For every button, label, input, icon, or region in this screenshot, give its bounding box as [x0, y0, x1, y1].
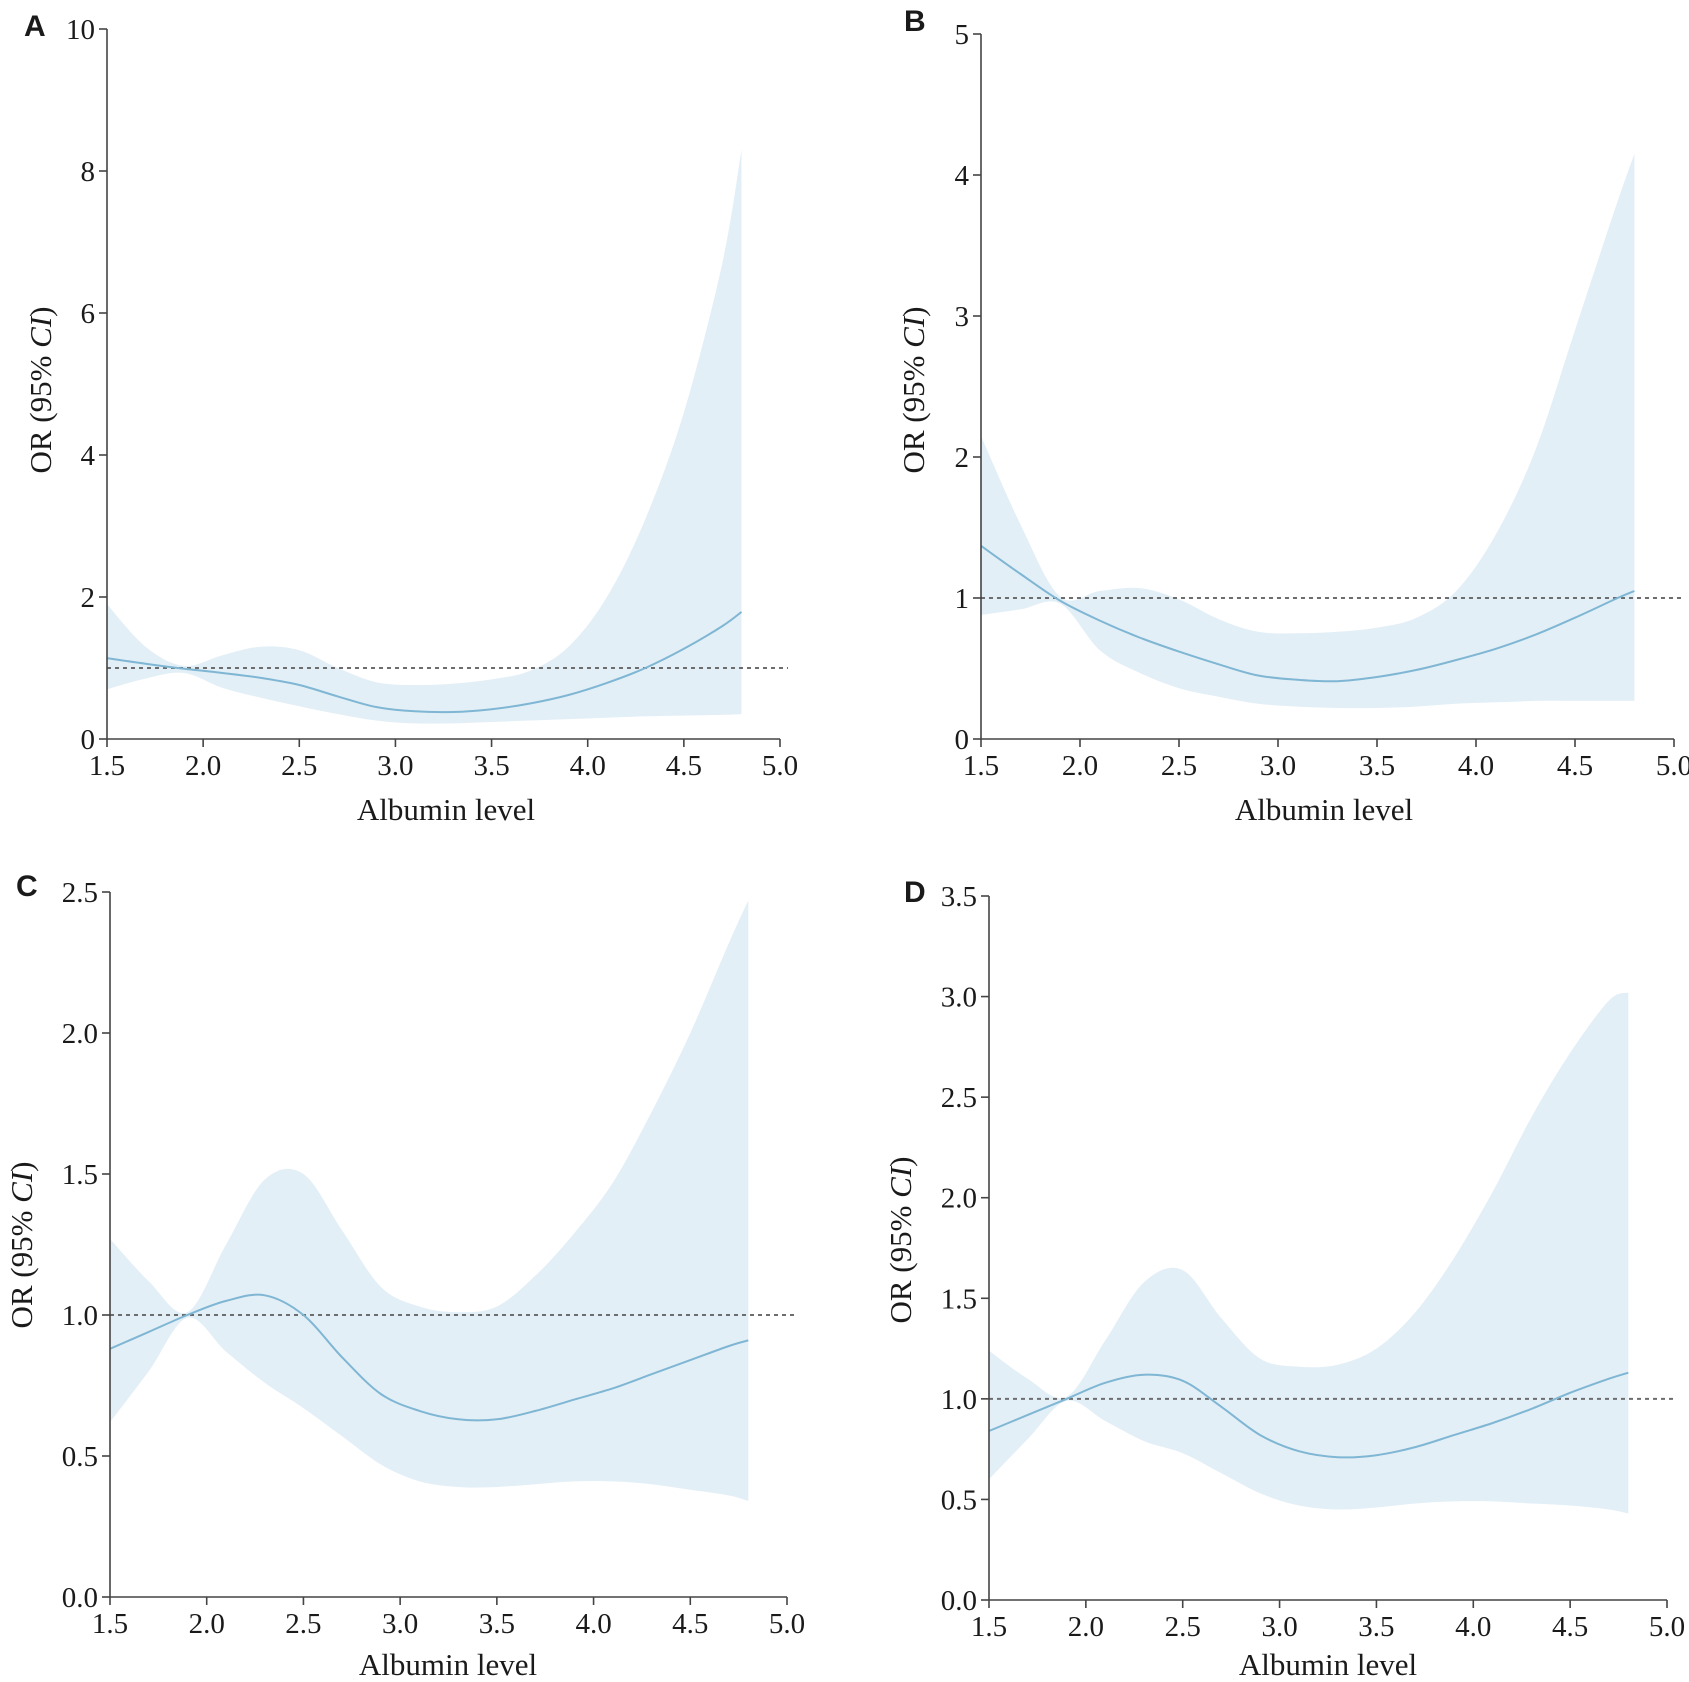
chart-panel-b: 1.5 2.0 2.5 3.0 3.5 4.0 4.5 5.0 0 1 2 3 4 5B Albumin l… [896, 5, 1689, 827]
y-axis-title-italic: CI [4, 1170, 39, 1203]
confidence-band [989, 992, 1629, 1514]
chart-panel-d: 1.5 2.0 2.5 3.0 3.5 4.0 4.5 5.0 0.0 0.5 1.0 1.5 2.0 2… [883, 876, 1685, 1682]
x-axis-title: Albumin level [359, 1647, 537, 1682]
y-tick-label: 10 [66, 14, 95, 46]
y-tick-label: 2.0 [941, 1183, 977, 1215]
y-tick-label: 8 [81, 156, 96, 188]
y-tick-label: 4 [955, 160, 970, 192]
x-tick-label: 3.5 [479, 1608, 515, 1640]
x-tick-label: 2.0 [1062, 750, 1098, 782]
y-tick-label: 0.5 [941, 1484, 977, 1516]
x-tick-label: 4.0 [1458, 750, 1494, 782]
or-curve [988, 1371, 1629, 1459]
y-tick-label: 3.5 [941, 881, 977, 913]
x-tick-label: 3.0 [382, 1608, 418, 1640]
y-axis-title-part: OR (95% [896, 348, 931, 474]
y-tick-label: 2 [955, 442, 970, 474]
panel-label: B [904, 5, 926, 38]
y-tick-label: 1.5 [62, 1159, 98, 1191]
confidence-band [107, 149, 742, 724]
y-axis-title: OR (95% CI) [896, 306, 931, 473]
confidence-band [981, 153, 1635, 709]
x-tick-label: 4.5 [672, 1608, 708, 1640]
y-tick-label: 3 [955, 301, 970, 333]
x-axis-title: Albumin level [1239, 1647, 1417, 1682]
x-tick-label: 3.5 [473, 750, 509, 782]
x-tick-label: 4.5 [1552, 1611, 1588, 1643]
y-axis-title-italic: CI [23, 315, 58, 348]
or-curve [109, 1293, 749, 1422]
y-tick-label: 0 [81, 724, 96, 756]
chart-panel-c: 1.5 2.0 2.5 3.0 3.5 4.0 4.5 5.0 0.0 0.5 1.0 1.5 2.0 2… [4, 870, 805, 1682]
y-tick-label: 3.0 [941, 982, 977, 1014]
y-tick-label: 1.0 [62, 1300, 98, 1332]
y-tick-label: 1.0 [941, 1384, 977, 1416]
x-tick-label: 5.0 [769, 1608, 805, 1640]
x-tick-label: 2.0 [1068, 1611, 1104, 1643]
y-tick-label: 1.5 [941, 1283, 977, 1315]
x-tick-label: 2.5 [1161, 750, 1197, 782]
x-tick-label: 3.0 [1261, 1611, 1297, 1643]
y-tick-label: 0 [955, 724, 970, 756]
y-axis-title: OR (95% CI) [4, 1161, 39, 1328]
y-tick-label: 2.0 [62, 1018, 98, 1050]
x-tick-label: 3.0 [377, 750, 413, 782]
y-tick-label: 0.5 [62, 1441, 98, 1473]
x-tick-label: 3.0 [1260, 750, 1296, 782]
x-tick-label: 2.5 [1165, 1611, 1201, 1643]
confidence-band [110, 900, 749, 1502]
x-tick-label: 4.5 [1557, 750, 1593, 782]
x-axis-title: Albumin level [1235, 792, 1413, 827]
y-axis-title-part: OR (95% [23, 348, 58, 474]
y-tick-label: 2.5 [62, 877, 98, 909]
y-tick-label: 2 [81, 582, 96, 614]
panel-label: D [904, 876, 926, 909]
y-tick-label: 0.0 [941, 1585, 977, 1617]
x-axis-title: Albumin level [357, 792, 535, 827]
y-tick-label: 0.0 [62, 1582, 98, 1614]
x-tick-label: 3.5 [1358, 1611, 1394, 1643]
panel-label: C [16, 870, 38, 903]
x-tick-label: 2.5 [285, 1608, 321, 1640]
x-tick-label: 5.0 [1649, 1611, 1685, 1643]
y-tick-label: 4 [81, 440, 96, 472]
or-curve [980, 544, 1635, 683]
y-axis-title: OR (95% CI) [23, 306, 58, 473]
x-tick-label: 5.0 [762, 750, 798, 782]
x-tick-label: 4.0 [575, 1608, 611, 1640]
x-tick-label: 2.0 [189, 1608, 225, 1640]
y-tick-label: 2.5 [941, 1082, 977, 1114]
x-tick-label: 4.0 [1455, 1611, 1491, 1643]
panel-label: A [24, 10, 46, 43]
y-axis-title-italic: CI [883, 1165, 918, 1198]
x-tick-label: 4.0 [570, 750, 606, 782]
x-tick-label: 3.5 [1359, 750, 1395, 782]
x-tick-label: 5.0 [1656, 750, 1689, 782]
y-axis-title-part: OR (95% [4, 1203, 39, 1329]
x-tick-label: 4.5 [666, 750, 702, 782]
y-axis-title-part: OR (95% [883, 1198, 918, 1324]
chart-panel-a: 1.5 2.0 2.5 3.0 3.5 4.0 4.5 5.0 0 2 4 6 8 10 A Albumin … [23, 10, 798, 827]
y-axis-title-part: ) [4, 1161, 39, 1171]
x-tick-label: 1.5 [963, 750, 999, 782]
x-tick-label: 2.0 [185, 750, 221, 782]
y-axis-title: OR (95% CI) [883, 1156, 918, 1323]
x-tick-label: 2.5 [281, 750, 317, 782]
y-tick-label: 6 [81, 298, 96, 330]
y-tick-label: 1 [955, 583, 970, 615]
y-axis-title-italic: CI [896, 315, 931, 348]
x-tick-label: 1.5 [92, 1608, 128, 1640]
y-axis-title-part: ) [883, 1156, 918, 1166]
y-axis-title-part: ) [23, 306, 58, 316]
y-axis-title-part: ) [896, 306, 931, 316]
x-tick-label: 1.5 [971, 1611, 1007, 1643]
y-tick-label: 5 [955, 19, 970, 51]
x-tick-label: 1.5 [89, 750, 125, 782]
or-curve [106, 611, 743, 714]
